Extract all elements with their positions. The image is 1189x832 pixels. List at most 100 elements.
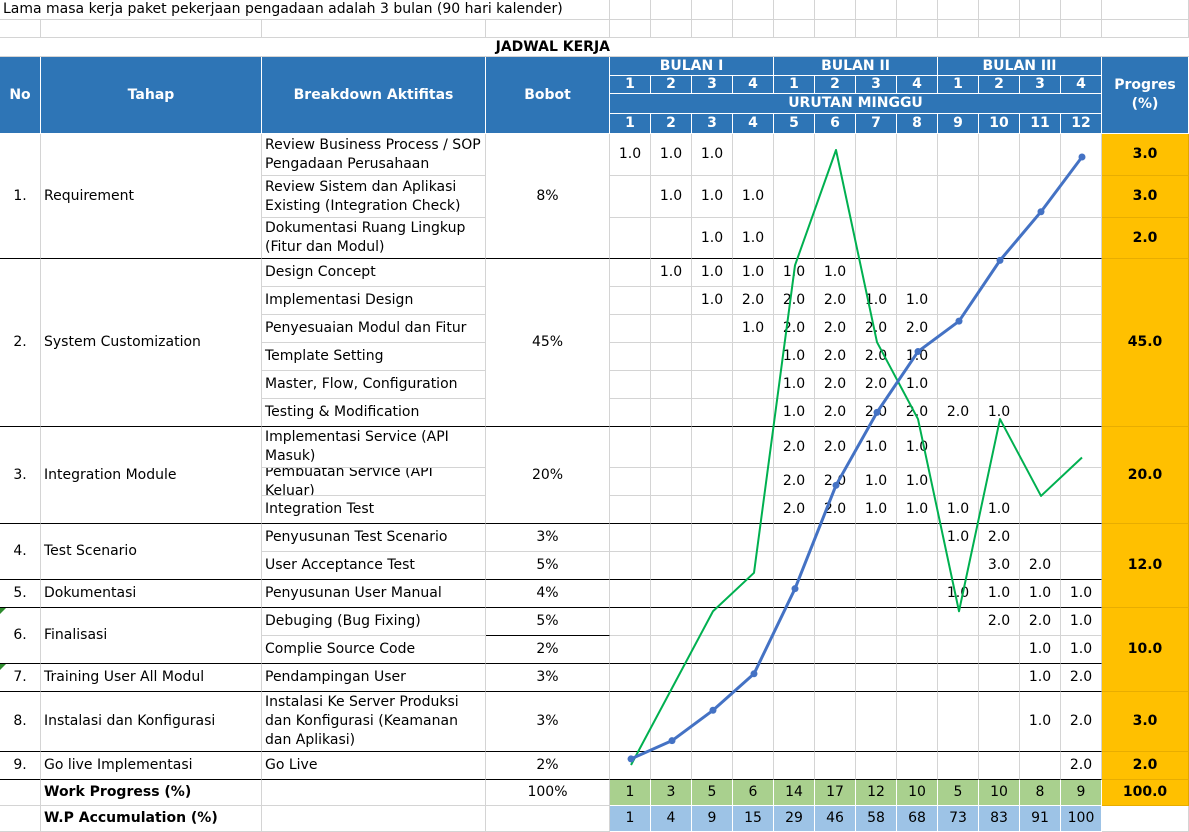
- week-cell[interactable]: 2.0: [897, 315, 938, 343]
- week-cell[interactable]: [938, 427, 979, 468]
- week-cell[interactable]: [610, 608, 651, 636]
- week-cell[interactable]: [856, 752, 897, 780]
- week-cell[interactable]: 2.0: [1061, 692, 1102, 752]
- activity-name[interactable]: Go Live: [262, 752, 486, 780]
- stage-name[interactable]: Dokumentasi: [41, 580, 262, 608]
- week-cell[interactable]: 2.0: [815, 399, 856, 427]
- header-month[interactable]: BULAN I: [610, 57, 774, 76]
- bobot-value[interactable]: 5%: [486, 608, 610, 636]
- week-cell[interactable]: 2.0: [774, 496, 815, 524]
- work-progress-sum[interactable]: 100.0: [1102, 780, 1189, 806]
- week-cell[interactable]: [856, 636, 897, 664]
- progres-value[interactable]: 3.0: [1102, 692, 1189, 752]
- empty-cell[interactable]: [651, 0, 692, 20]
- week-cell[interactable]: [938, 176, 979, 218]
- week-cell[interactable]: [651, 552, 692, 580]
- empty-cell[interactable]: [897, 0, 938, 20]
- week-cell[interactable]: [815, 134, 856, 176]
- week-cell[interactable]: [897, 752, 938, 780]
- week-cell[interactable]: 1.0: [774, 259, 815, 287]
- week-cell[interactable]: 2.0: [1061, 752, 1102, 780]
- week-cell[interactable]: [610, 552, 651, 580]
- empty-cell[interactable]: [262, 806, 486, 832]
- progres-value[interactable]: 10.0: [1102, 608, 1189, 692]
- week-cell[interactable]: 1.0: [774, 399, 815, 427]
- week-cell[interactable]: [692, 399, 733, 427]
- header-week-number[interactable]: 12: [1061, 114, 1102, 134]
- week-cell[interactable]: [1020, 134, 1061, 176]
- stage-name[interactable]: Training User All Modul: [41, 664, 262, 692]
- bobot-value[interactable]: 20%: [486, 427, 610, 524]
- week-cell[interactable]: [651, 468, 692, 496]
- week-cell[interactable]: 1.0: [1020, 636, 1061, 664]
- week-cell[interactable]: [938, 371, 979, 399]
- week-cell[interactable]: 1.0: [979, 496, 1020, 524]
- week-cell[interactable]: 1.0: [692, 287, 733, 315]
- week-cell[interactable]: [692, 692, 733, 752]
- week-cell[interactable]: 1.0: [856, 287, 897, 315]
- header-week-number[interactable]: 7: [856, 114, 897, 134]
- empty-cell[interactable]: [733, 20, 774, 38]
- activity-name[interactable]: Dokumentasi Ruang Lingkup (Fitur dan Mod…: [262, 218, 486, 259]
- activity-name[interactable]: Template Setting: [262, 343, 486, 371]
- week-cell[interactable]: [815, 608, 856, 636]
- week-cell[interactable]: [897, 218, 938, 259]
- empty-cell[interactable]: [610, 0, 651, 20]
- work-progress-cell[interactable]: 3: [651, 780, 692, 806]
- empty-cell[interactable]: [774, 0, 815, 20]
- header-week-number[interactable]: 3: [692, 114, 733, 134]
- week-cell[interactable]: [1061, 496, 1102, 524]
- week-cell[interactable]: [774, 580, 815, 608]
- week-cell[interactable]: [856, 134, 897, 176]
- header-week-number[interactable]: 6: [815, 114, 856, 134]
- week-cell[interactable]: [610, 218, 651, 259]
- week-cell[interactable]: [897, 524, 938, 552]
- week-cell[interactable]: [733, 468, 774, 496]
- week-cell[interactable]: [979, 427, 1020, 468]
- progres-value[interactable]: 3.0: [1102, 134, 1189, 176]
- empty-cell[interactable]: [262, 20, 486, 38]
- week-cell[interactable]: 1.0: [774, 371, 815, 399]
- week-cell[interactable]: 1.0: [856, 496, 897, 524]
- activity-name[interactable]: Penyusunan User Manual: [262, 580, 486, 608]
- week-cell[interactable]: [1020, 427, 1061, 468]
- week-cell[interactable]: 1.0: [1020, 580, 1061, 608]
- week-cell[interactable]: 2.0: [897, 399, 938, 427]
- week-cell[interactable]: 2.0: [733, 287, 774, 315]
- week-cell[interactable]: [610, 496, 651, 524]
- week-cell[interactable]: [938, 552, 979, 580]
- work-progress-cell[interactable]: 12: [856, 780, 897, 806]
- week-cell[interactable]: [979, 468, 1020, 496]
- bobot-value[interactable]: 3%: [486, 664, 610, 692]
- week-cell[interactable]: [651, 343, 692, 371]
- week-cell[interactable]: [774, 524, 815, 552]
- week-cell[interactable]: [1061, 524, 1102, 552]
- activity-name[interactable]: Master, Flow, Configuration: [262, 371, 486, 399]
- week-cell[interactable]: [1061, 468, 1102, 496]
- week-cell[interactable]: [938, 315, 979, 343]
- activity-name[interactable]: Instalasi Ke Server Produksi dan Konfigu…: [262, 692, 486, 752]
- week-cell[interactable]: [692, 468, 733, 496]
- empty-cell[interactable]: [979, 0, 1020, 20]
- week-cell[interactable]: [1020, 468, 1061, 496]
- week-cell[interactable]: [815, 636, 856, 664]
- week-cell[interactable]: [856, 664, 897, 692]
- week-cell[interactable]: [610, 636, 651, 664]
- header-month-week[interactable]: 4: [733, 76, 774, 94]
- week-cell[interactable]: [979, 176, 1020, 218]
- week-cell[interactable]: [692, 315, 733, 343]
- week-cell[interactable]: 1.0: [774, 343, 815, 371]
- work-progress-cell[interactable]: 17: [815, 780, 856, 806]
- header-month-week[interactable]: 2: [815, 76, 856, 94]
- progres-value[interactable]: 2.0: [1102, 752, 1189, 780]
- stage-name[interactable]: Finalisasi: [41, 608, 262, 664]
- week-cell[interactable]: [938, 692, 979, 752]
- week-cell[interactable]: 1.0: [692, 259, 733, 287]
- week-cell[interactable]: [651, 664, 692, 692]
- week-cell[interactable]: 2.0: [815, 468, 856, 496]
- empty-cell[interactable]: [486, 806, 610, 832]
- week-cell[interactable]: [1020, 752, 1061, 780]
- week-cell[interactable]: [692, 427, 733, 468]
- week-cell[interactable]: 2.0: [979, 608, 1020, 636]
- work-progress-cell[interactable]: 5: [938, 780, 979, 806]
